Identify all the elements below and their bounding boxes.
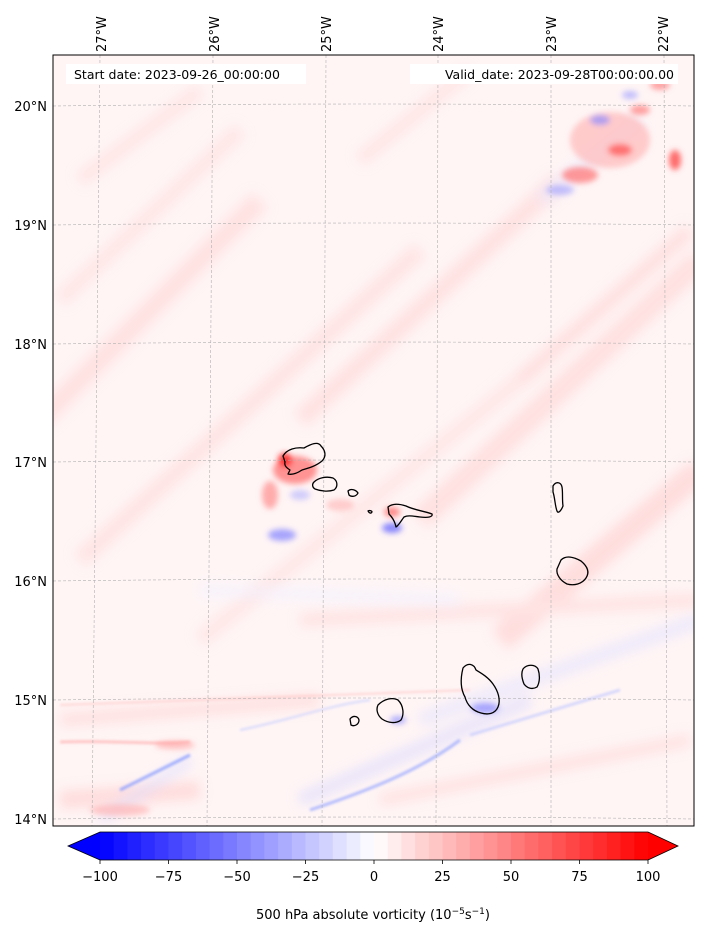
colorbar-title: 500 hPa absolute vorticity (10−5s−1) <box>256 907 490 923</box>
colorbar-segment <box>415 832 430 860</box>
start-date-label: Start date: 2023-09-26_00:00:00 <box>74 67 280 82</box>
map-gridlines <box>53 55 694 826</box>
sao-nicolau-island <box>387 503 433 528</box>
colorbar-tick-label: 50 <box>503 870 520 885</box>
colorbar-tick-label: 0 <box>370 870 378 885</box>
latitude-ticks: 20°N 19°N 18°N 17°N 16°N 15°N 14°N <box>14 100 47 828</box>
colorbar-tick-label: 75 <box>571 870 588 885</box>
colorbar-tick-label: −50 <box>223 870 250 885</box>
colorbar: −100 −75 −50 −25 0 25 50 75 100 500 hPa absolute… <box>67 831 679 923</box>
sao-vicente-island <box>311 476 338 492</box>
colorbar-segment <box>100 832 115 860</box>
lat-tick-label: 15°N <box>14 694 47 709</box>
colorbar-segment <box>456 832 471 860</box>
colorbar-segment <box>319 832 334 860</box>
colorbar-segment <box>209 832 224 860</box>
map-area: Start date: 2023-09-26_00:00:00 Valid_da… <box>52 54 695 827</box>
colorbar-tick-label: −100 <box>82 870 118 885</box>
lon-tick-label: 23°W <box>545 16 560 52</box>
colorbar-segment <box>374 832 389 860</box>
lat-tick-label: 16°N <box>14 575 47 590</box>
colorbar-ticks: −100 −75 −50 −25 0 25 50 75 100 <box>82 860 660 885</box>
lon-tick-label: 27°W <box>95 16 110 52</box>
colorbar-segment <box>195 832 210 860</box>
vorticity-field <box>53 64 694 825</box>
lon-tick-label: 26°W <box>208 16 223 52</box>
colorbar-extend-low <box>68 832 100 860</box>
branco-raso-islet <box>367 509 373 514</box>
colorbar-segment <box>634 832 649 860</box>
maio-island <box>521 664 541 690</box>
colorbar-tick-label: −75 <box>155 870 182 885</box>
colorbar-extend-high <box>648 832 678 860</box>
colorbar-tick-label: 25 <box>434 870 451 885</box>
colorbar-segment <box>538 832 553 860</box>
island-coastlines <box>282 442 589 727</box>
colorbar-segment <box>579 832 594 860</box>
brava-island <box>349 715 360 727</box>
colorbar-segment <box>552 832 567 860</box>
lat-tick-label: 20°N <box>14 100 47 115</box>
colorbar-segment <box>113 832 128 860</box>
map-background <box>53 55 694 826</box>
boa-vista-island <box>556 556 589 586</box>
colorbar-segment <box>291 832 306 860</box>
colorbar-segment <box>154 832 169 860</box>
santiago-island <box>460 663 500 715</box>
colorbar-segment <box>332 832 347 860</box>
colorbar-segment <box>428 832 443 860</box>
sal-island <box>552 482 564 513</box>
colorbar-segment <box>250 832 265 860</box>
colorbar-segment <box>264 832 279 860</box>
colorbar-segment <box>360 832 375 860</box>
colorbar-segment <box>278 832 293 860</box>
santo-antao-island <box>282 442 326 476</box>
lat-tick-label: 17°N <box>14 456 47 471</box>
colorbar-segment <box>223 832 238 860</box>
colorbar-segment <box>168 832 183 860</box>
colorbar-tick-label: 100 <box>636 870 661 885</box>
colorbar-segment <box>401 832 416 860</box>
colorbar-segment <box>387 832 402 860</box>
colorbar-segment <box>497 832 512 860</box>
lon-tick-label: 24°W <box>432 16 447 52</box>
colorbar-segment <box>141 832 156 860</box>
colorbar-segment <box>524 832 539 860</box>
colorbar-segment <box>511 832 526 860</box>
colorbar-segment <box>127 832 142 860</box>
lat-tick-label: 18°N <box>14 338 47 353</box>
colorbar-segment <box>565 832 580 860</box>
colorbar-segment <box>182 832 197 860</box>
map-frame <box>52 54 695 827</box>
fogo-island <box>376 698 404 724</box>
colorbar-segment <box>346 832 361 860</box>
colorbar-segment <box>620 832 635 860</box>
colorbar-segment <box>469 832 484 860</box>
colorbar-segment <box>305 832 320 860</box>
colorbar-segment <box>593 832 608 860</box>
valid-date-box <box>410 64 678 84</box>
lon-tick-label: 25°W <box>320 16 335 52</box>
lat-tick-label: 14°N <box>14 813 47 828</box>
colorbar-segment <box>442 832 457 860</box>
colorbar-segment <box>237 832 252 860</box>
lon-tick-label: 22°W <box>657 16 672 52</box>
colorbar-segments <box>100 832 649 860</box>
start-date-box <box>66 64 306 84</box>
santa-luzia-island <box>347 488 359 497</box>
longitude-ticks: 27°W 26°W 25°W 24°W 23°W 22°W <box>95 16 672 52</box>
colorbar-segment <box>483 832 498 860</box>
valid-date-label: Valid_date: 2023-09-28T00:00:00.00 <box>445 67 674 82</box>
lat-tick-label: 19°N <box>14 219 47 234</box>
colorbar-tick-label: −25 <box>292 870 319 885</box>
colorbar-segment <box>606 832 621 860</box>
